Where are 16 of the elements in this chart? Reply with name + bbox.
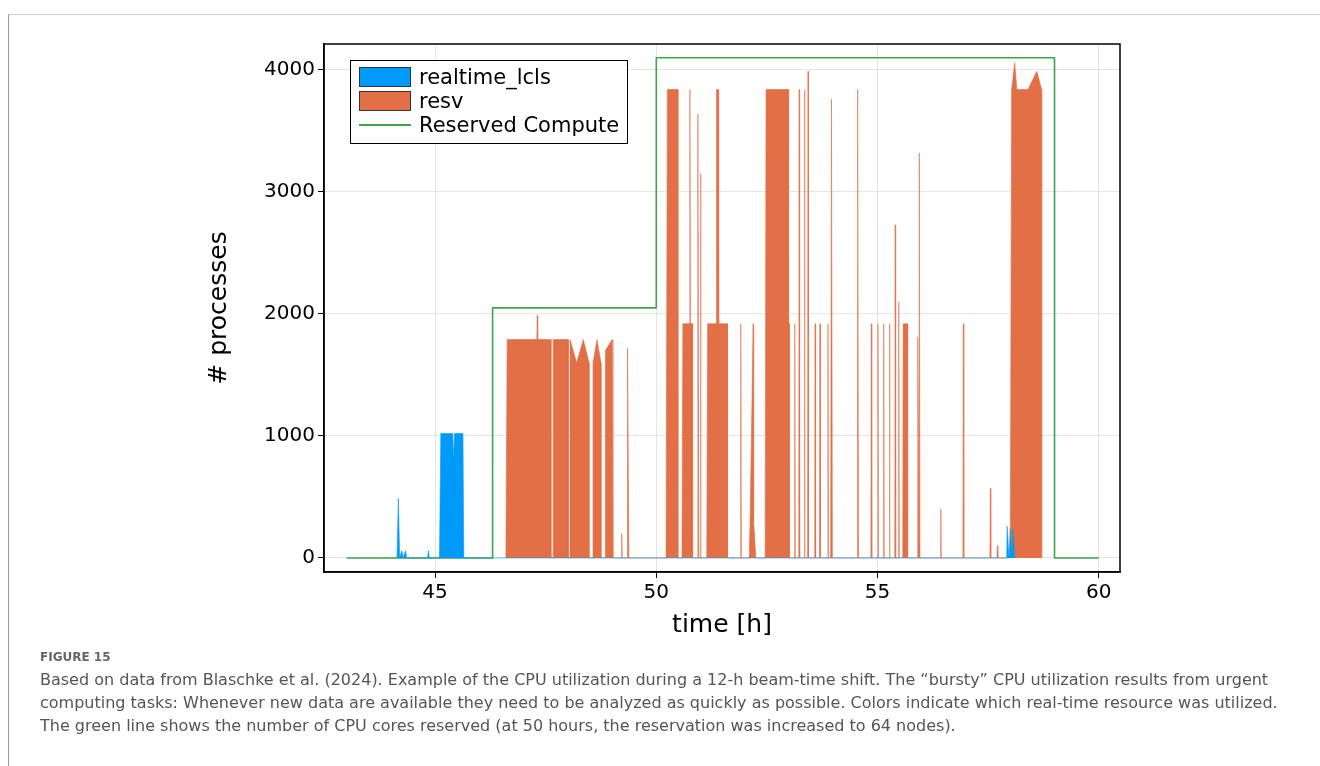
legend-label: Reserved Compute xyxy=(419,113,620,137)
text: Based on data from Blaschke et al. (2024). Example of the CPU utilization during a 12-h beam-time shift. The “bursty” CPU utilization results from urgent computing tasks: Whenever new data are available they need to be analyzed as quickly as possible. Colors indicate which real-time resource was utilized. The green line shows the number of CPU cores reserved (at 50 hours, the reservation was increased to 64 nodes). xyxy=(40,669,1279,737)
x-tick-label: 55 xyxy=(864,579,891,604)
legend-label: realtime_lcls xyxy=(419,65,551,89)
y-tick-label: 2000 xyxy=(264,300,315,325)
legend-label: resv xyxy=(419,89,464,113)
y-tick-label: 0 xyxy=(302,544,315,569)
y-axis-title: # processes xyxy=(202,231,232,385)
x-axis-title: time [h] xyxy=(672,608,772,638)
y-tick-label: 3000 xyxy=(264,178,315,203)
y-tick-label: 1000 xyxy=(264,422,315,447)
x-tick-label: 60 xyxy=(1086,579,1112,604)
x-tick-label: 50 xyxy=(643,579,670,604)
x-tick-label: 45 xyxy=(422,579,448,604)
y-tick-label: 4000 xyxy=(264,56,315,81)
caption: FIGURE 15 xyxy=(40,650,112,664)
